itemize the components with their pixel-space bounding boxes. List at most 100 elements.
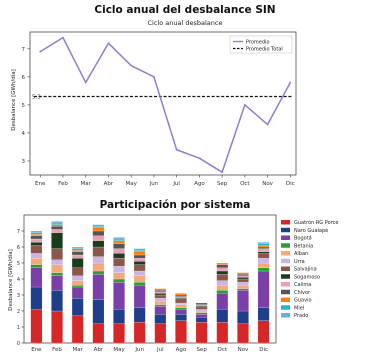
x-tick-label: Jun [149,181,159,187]
bar-segment [92,256,105,264]
bar-segment [216,264,229,268]
bar-segment [30,245,43,254]
x-tick-label: Ene [31,347,42,353]
x-tick-label: Dic [259,347,268,353]
bar-segment [133,251,146,256]
bar-segment [175,293,187,296]
bar-segment [71,298,84,316]
bar-segment [216,262,229,265]
y-tick-label: 5 [22,103,26,109]
legend-label: Sogamoso [294,274,320,280]
bar-segment [30,242,43,246]
bar-segment [71,280,84,286]
bar-segment [92,240,105,248]
bar-segment [216,322,229,344]
bar-segment [92,246,105,257]
bar-segment [237,278,249,283]
data-point [221,171,224,174]
legend-swatch [281,313,290,318]
bar-segment [51,290,63,312]
x-tick-label: Ago [176,347,187,353]
x-tick-label: Abr [94,347,104,353]
bar-segment [257,246,270,249]
bar-segment [71,258,84,268]
line-chart-plot: 5.3 [32,36,292,174]
legend-swatch [281,297,290,302]
bar-segment [175,299,187,304]
bar-segment [216,290,229,294]
bar-segment [175,296,187,299]
data-point [243,104,246,106]
legend-swatch [281,243,290,248]
bar-segment [257,253,270,259]
bar-segment [175,320,187,344]
bar-segment [51,224,63,227]
bar-segment [195,302,208,305]
bar-segment [216,309,229,323]
bar-segment [133,322,146,344]
bar-segment [30,230,43,233]
legend-swatch [281,274,290,279]
x-tick-label: Sep [196,347,207,353]
bar-segment [195,312,208,315]
bar-segment [30,253,43,259]
bar-segment [237,288,249,291]
data-point [130,64,133,67]
bar-segment [113,253,125,259]
data-point [198,157,201,160]
bar-segment [257,258,270,264]
bar-segment [237,323,249,344]
y-tick-label: 1 [17,325,20,331]
x-tick-label: Feb [52,347,62,353]
y-tick-label: 4 [17,277,20,283]
line-chart-frame [29,31,297,176]
bar-segment [154,291,167,294]
bar-segment [51,232,63,249]
bar-segment [154,314,167,324]
bar-segment [113,237,125,240]
bar-segment [195,314,208,318]
legend-label: Promedio Total [246,47,283,53]
x-tick-label: Feb [58,181,68,187]
bar-segment [71,250,84,252]
legend-label: Miel [294,305,304,311]
x-tick-label: Ene [35,181,46,187]
bar-segment [257,248,270,252]
bar-segment [257,307,270,321]
bar-segment [51,222,63,225]
bar-segment [237,282,249,286]
bar-segment [257,320,270,344]
bar-segment [71,275,84,281]
bar-segment [133,248,146,251]
data-point [153,75,155,78]
bar-segment [51,264,63,273]
bar-segment [30,232,43,235]
legend-swatch [281,305,290,310]
line-chart-title: Ciclo anual del desbalance SIN [94,4,275,16]
y-tick-label: 5 [17,261,20,267]
bar-segment [195,309,208,312]
line-chart-subtitle: Ciclo anual desbalance [148,19,223,27]
bar-segment [113,323,125,344]
bar-segment [154,294,167,299]
bar-segment [257,267,270,272]
bar-segment [154,301,167,305]
bar-segment [133,261,146,265]
bar-segment [113,266,125,273]
x-tick-label: Sep [217,181,228,187]
bar-segment [71,286,84,299]
legend-swatch [281,266,290,271]
average-annotation: 5.3 [32,94,41,100]
bar-segment [237,310,249,324]
bar-chart-ylabel: Desbalance [GWh/día] [7,249,14,311]
line-chart-axes: 3 4 5 6 7 Ene Feb Mar Abr May Jun Jul Ago Sep Oct Nov Di… [22,31,297,187]
bar-segment [51,221,63,224]
legend-swatch [281,289,290,295]
data-point [266,123,269,126]
bar-segment [257,251,270,254]
bar-segment [113,282,125,310]
y-tick-label: 7 [22,47,26,53]
legend-label: Prado [294,313,308,319]
